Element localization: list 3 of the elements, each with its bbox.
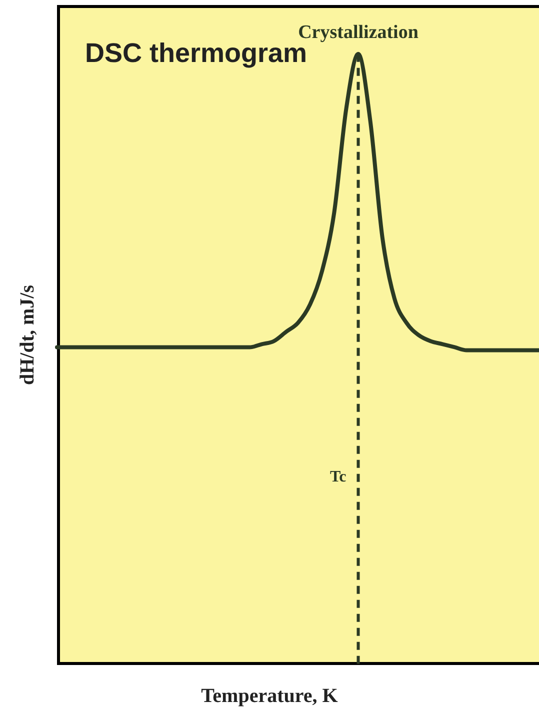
annotation: Tc <box>330 468 346 486</box>
y-axis-title: dH/dt, mJ/s <box>16 284 40 386</box>
x-axis-title: Temperature, K <box>200 685 339 708</box>
